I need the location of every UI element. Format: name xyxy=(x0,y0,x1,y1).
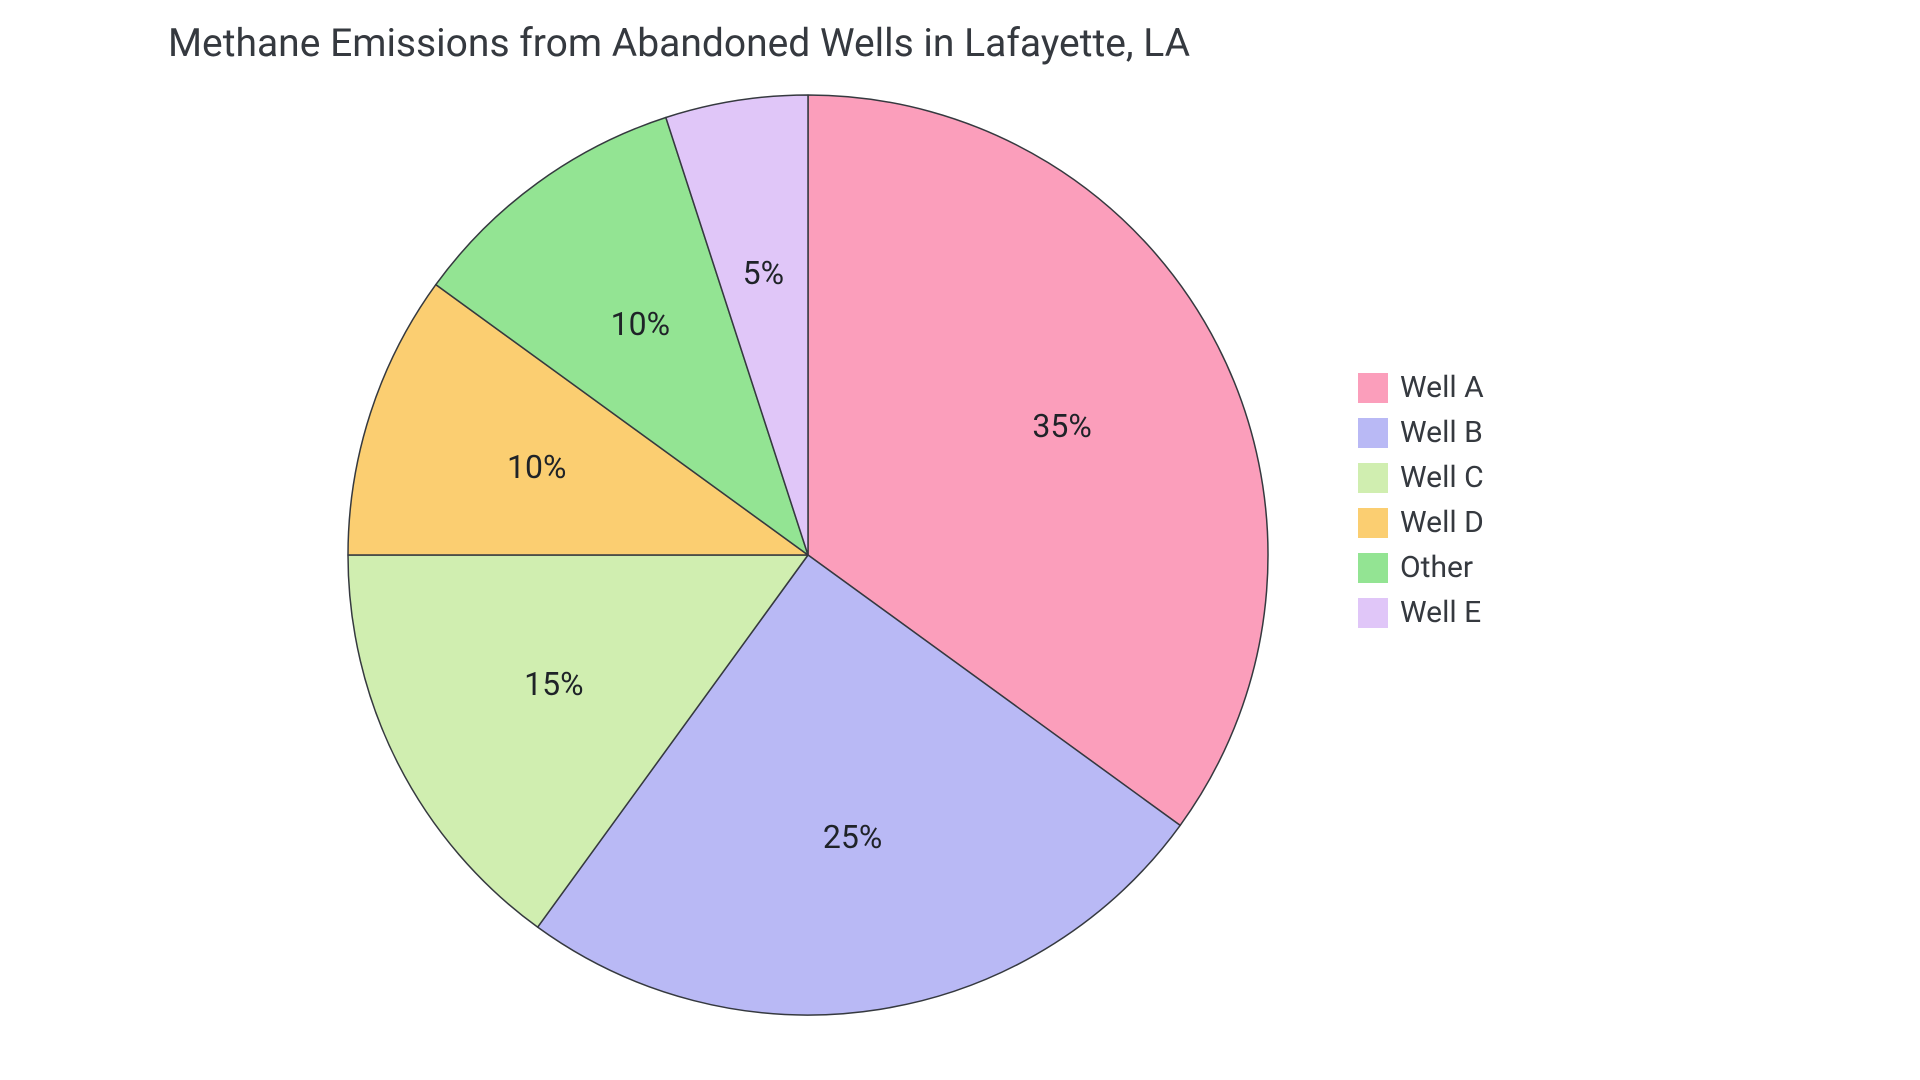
legend-item[interactable]: Well B xyxy=(1358,415,1484,450)
legend-item[interactable]: Other xyxy=(1358,550,1484,585)
legend-label: Well D xyxy=(1400,505,1484,540)
legend-label: Other xyxy=(1400,550,1473,585)
legend-swatch xyxy=(1358,508,1388,538)
slice-label: 15% xyxy=(524,665,583,703)
legend-label: Well E xyxy=(1400,595,1481,630)
legend: Well A Well B Well C Well D Other Well E xyxy=(1358,370,1484,630)
legend-item[interactable]: Well D xyxy=(1358,505,1484,540)
legend-swatch xyxy=(1358,553,1388,583)
legend-swatch xyxy=(1358,373,1388,403)
legend-label: Well A xyxy=(1400,370,1484,405)
legend-item[interactable]: Well E xyxy=(1358,595,1484,630)
slice-label: 10% xyxy=(611,305,670,343)
legend-swatch xyxy=(1358,598,1388,628)
slice-label: 25% xyxy=(823,818,882,856)
legend-item[interactable]: Well A xyxy=(1358,370,1484,405)
chart-title: Methane Emissions from Abandoned Wells i… xyxy=(168,20,1190,66)
slice-label: 10% xyxy=(507,448,566,486)
legend-swatch xyxy=(1358,463,1388,493)
pie-svg xyxy=(346,93,1270,1017)
legend-label: Well C xyxy=(1400,460,1484,495)
legend-item[interactable]: Well C xyxy=(1358,460,1484,495)
slice-label: 35% xyxy=(1032,407,1091,445)
pie-chart: 35% 25% 15% 10% 10% 5% xyxy=(346,93,1270,1017)
slice-label: 5% xyxy=(743,254,784,292)
chart-container: Methane Emissions from Abandoned Wells i… xyxy=(0,0,1920,1080)
legend-swatch xyxy=(1358,418,1388,448)
legend-label: Well B xyxy=(1400,415,1483,450)
